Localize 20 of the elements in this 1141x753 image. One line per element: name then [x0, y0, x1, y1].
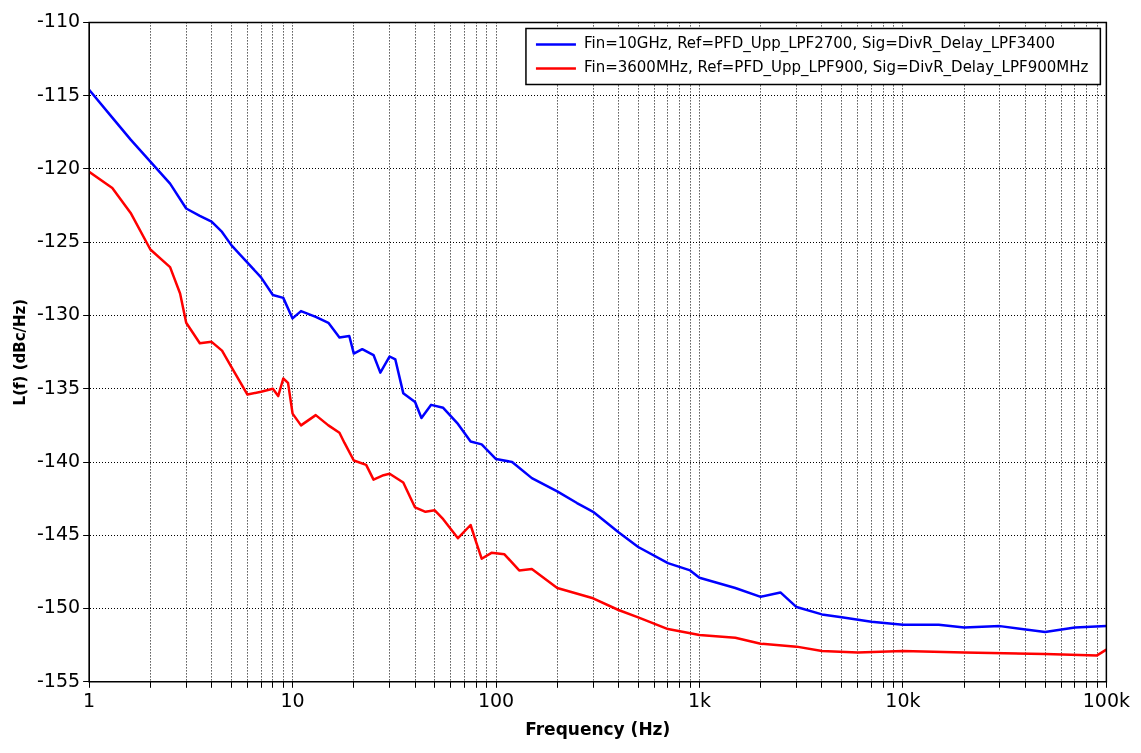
- y-tick-label: -135: [37, 375, 81, 398]
- y-tick-label: -110: [37, 9, 81, 32]
- x-tick-label: 10: [280, 689, 305, 712]
- y-tick-label: -150: [37, 595, 81, 618]
- legend-label: Fin=3600MHz, Ref=PFD_Upp_LPF900, Sig=DivR_Delay_LPF900MHz: [583, 58, 1089, 78]
- y-tick-label: -145: [37, 522, 81, 545]
- x-tick-label: 1: [83, 689, 96, 712]
- x-tick-label: 1k: [687, 689, 712, 712]
- y-tick-label: -115: [37, 82, 81, 105]
- x-tick-label: 10k: [885, 689, 921, 712]
- x-tick-label: 100k: [1082, 689, 1131, 712]
- y-tick-label: -155: [37, 668, 81, 691]
- y-tick-label: -125: [37, 229, 81, 252]
- y-tick-label: -130: [37, 302, 81, 325]
- y-tick-label: -120: [37, 155, 81, 178]
- x-axis-title: Frequency (Hz): [525, 719, 671, 740]
- legend-label: Fin=10GHz, Ref=PFD_Upp_LPF2700, Sig=DivR_Delay_LPF3400: [583, 34, 1055, 54]
- y-tick-label: -140: [37, 448, 81, 471]
- x-tick-label: 100: [477, 689, 515, 712]
- y-axis-title: L(f) (dBc/Hz): [10, 298, 29, 406]
